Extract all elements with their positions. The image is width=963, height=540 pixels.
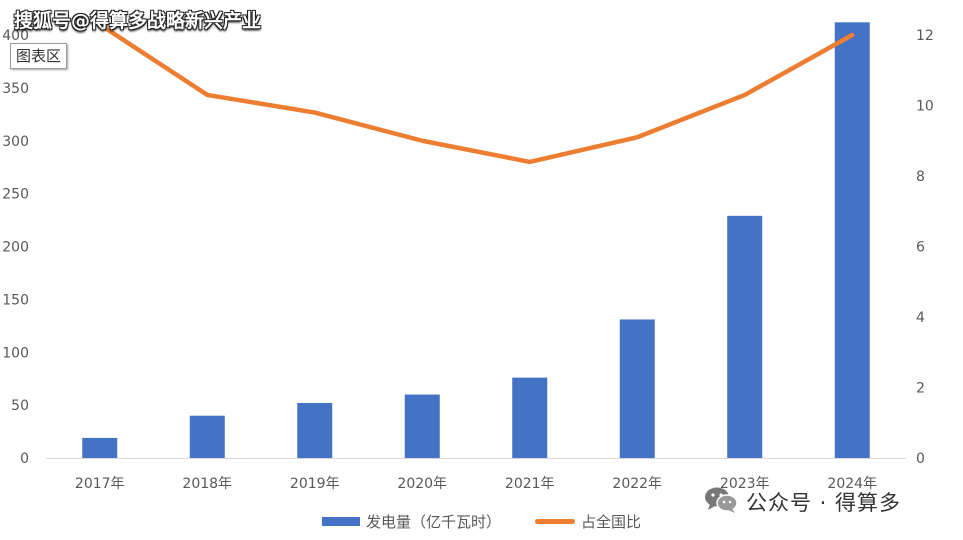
bar-0 bbox=[82, 437, 118, 458]
y-left-tick-label: 0 bbox=[20, 451, 29, 467]
x-tick-label: 2021年 bbox=[505, 476, 555, 492]
bar-7 bbox=[834, 22, 870, 459]
legend-label-share: 占全国比 bbox=[581, 513, 642, 531]
y-right-tick-label: 12 bbox=[916, 28, 934, 44]
watermark-bottom: 公众号 · 得算多 bbox=[704, 486, 901, 518]
legend-item-generation[interactable]: 发电量（亿千瓦时） bbox=[321, 511, 501, 532]
y-left-tick-label: 400 bbox=[2, 28, 29, 44]
bar-6 bbox=[727, 215, 763, 458]
y-axis-right: 0 2 4 6 8 10 12 bbox=[916, 28, 934, 467]
x-tick-label: 2024年 bbox=[827, 476, 877, 492]
y-left-tick-label: 100 bbox=[2, 345, 29, 361]
watermark-top: 搜狐号@得算多战略新兴产业 bbox=[14, 10, 262, 32]
chart-area-tooltip: 图表区 bbox=[10, 43, 68, 69]
legend-bar-swatch bbox=[321, 517, 360, 526]
y-left-tick-label: 50 bbox=[11, 398, 29, 414]
x-tick-label: 2017年 bbox=[75, 476, 125, 492]
bar-4 bbox=[512, 377, 548, 458]
legend: 发电量（亿千瓦时） 占全国比 bbox=[0, 511, 963, 532]
bar-series bbox=[82, 22, 870, 459]
x-tick-label: 2023年 bbox=[720, 476, 770, 492]
legend-item-share[interactable]: 占全国比 bbox=[535, 511, 641, 532]
x-tick-label: 2020年 bbox=[397, 476, 447, 492]
y-left-tick-label: 300 bbox=[2, 134, 29, 150]
y-left-tick-label: 250 bbox=[2, 187, 29, 203]
y-right-tick-label: 2 bbox=[916, 381, 925, 397]
bar-1 bbox=[189, 415, 225, 458]
y-left-tick-label: 350 bbox=[2, 81, 29, 97]
y-left-tick-label: 200 bbox=[2, 240, 29, 256]
wechat-icon bbox=[704, 486, 738, 518]
y-axis-left: 0 50 100 150 200 250 300 350 400 bbox=[2, 28, 29, 467]
y-left-tick-label: 150 bbox=[2, 292, 29, 308]
y-right-tick-label: 6 bbox=[916, 240, 925, 256]
bar-3 bbox=[404, 394, 440, 458]
line-series bbox=[97, 22, 855, 165]
x-tick-label: 2018年 bbox=[182, 476, 232, 492]
bar-5 bbox=[619, 319, 655, 458]
x-tick-label: 2019年 bbox=[290, 476, 340, 492]
y-right-tick-label: 10 bbox=[916, 99, 934, 115]
x-tick-label: 2022年 bbox=[612, 476, 662, 492]
y-right-tick-label: 8 bbox=[916, 169, 925, 185]
share-line bbox=[97, 22, 855, 165]
y-right-tick-label: 0 bbox=[916, 451, 925, 467]
watermark-bottom-text: 公众号 · 得算多 bbox=[746, 491, 902, 515]
y-right-tick-label: 4 bbox=[916, 310, 925, 326]
legend-label-generation: 发电量（亿千瓦时） bbox=[365, 513, 501, 531]
bar-2 bbox=[297, 403, 333, 458]
x-axis: 2017年 2018年 2019年 2020年 2021年 2022年 2023年 2024年 bbox=[46, 458, 906, 492]
legend-line-swatch bbox=[535, 519, 575, 524]
